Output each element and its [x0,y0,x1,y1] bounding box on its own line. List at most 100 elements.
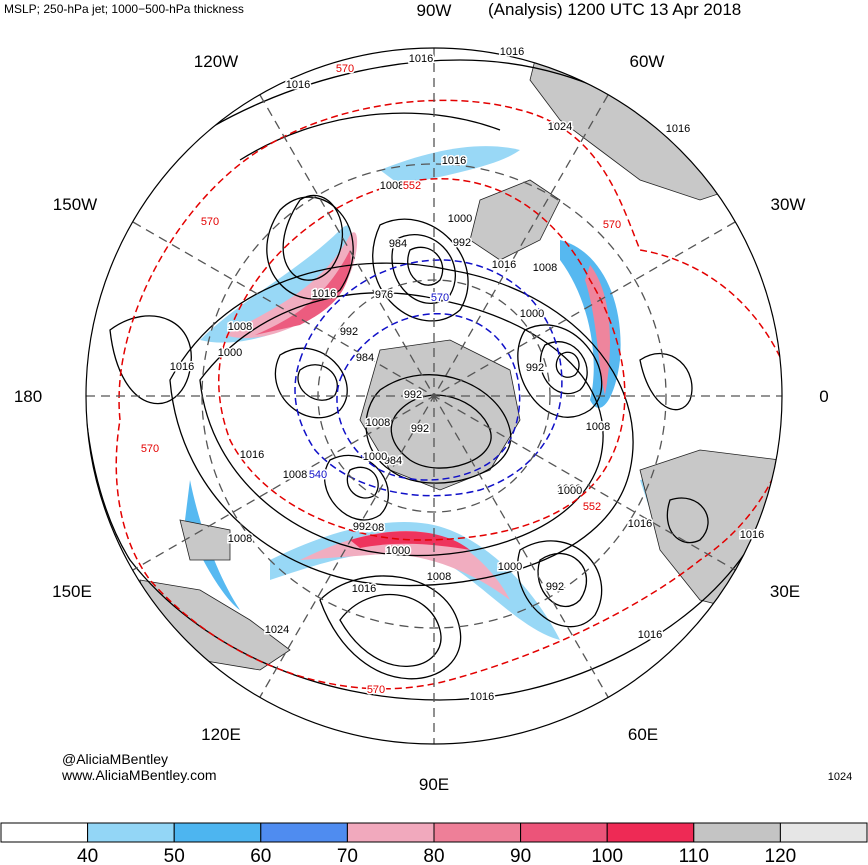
mslp-value-label: 1008 [228,533,252,545]
thickness-labels: 570 570 570 570 570 552 552 540 570 [139,62,622,698]
thickness-value-label: 570 [603,219,621,231]
thickness-value-label: 570 [431,292,449,304]
thickness-value-label: 570 [201,216,219,228]
longitude-label: 60E [628,725,658,744]
mslp-value-label: 1008 [283,469,307,481]
isobar [555,351,580,378]
meridian-150w-30e [132,221,736,571]
thickness-540 [294,259,563,497]
longitude-label: 90W [417,1,452,20]
mslp-value-label: 976 [375,289,393,301]
mslp-value-label: 1016 [170,361,194,373]
credit-website: www.AliciaMBentley.com [62,767,217,783]
isobar [324,454,390,521]
isobar [199,292,604,557]
isobar [282,194,344,281]
thickness-value-label: 552 [403,180,421,192]
jet-streak-east [560,240,621,408]
isobar [297,364,338,401]
mslp-value-label: 1024 [265,624,289,636]
isobar [539,341,588,395]
latitude-circle [201,163,667,629]
colorbar-swatch [779,822,868,843]
mslp-value-label: 992 [353,521,371,533]
mslp-value-label: 992 [546,581,564,593]
mslp-value-label: 1008 [360,522,384,534]
longitude-label: 180 [14,387,42,406]
longitude-labels: 90W 60W 30W 0 30E 60E 90E 120E 150E 180 150W 120W [14,1,829,794]
isobar [517,540,603,628]
mslp-value-label: 1016 [286,79,310,91]
isobar [274,347,348,419]
thickness-value-label: 540 [309,469,327,481]
mslp-value-label: 1008 [586,421,610,433]
mslp-value-label: 1000 [386,545,410,557]
colorbar-tick-label: 120 [765,846,797,865]
colorbar-swatch [87,822,175,843]
thickness-552 [218,178,626,541]
isobar [391,234,456,304]
mslp-value-label: 1000 [363,451,387,463]
colorbar-swatch [260,822,348,843]
colorbar-swatch [173,822,262,843]
isobar [407,246,444,286]
mslp-value-label: 984 [384,455,402,467]
mslp-value-label: 1016 [240,449,264,461]
longitude-label: 30W [771,195,806,214]
map-title: (Analysis) 1200 UTC 13 Apr 2018 [488,0,742,19]
land-central [359,339,521,491]
longitude-label: 90E [419,775,449,794]
mslp-value-label: 1008 [366,417,390,429]
mslp-value-label: 1016 [740,529,764,541]
colorbar-tick-label: 100 [591,846,623,865]
thickness-value-label: 570 [367,684,385,696]
isobar [169,262,634,587]
longitude-label: 150W [53,195,97,214]
jet-streak-north [380,146,520,185]
mslp-value-label: 1000 [498,561,522,573]
land-arctic-islands [469,179,561,261]
mslp-value-label: 1016 [470,691,494,703]
map-subtitle: MSLP; 250-hPa jet; 1000−500-hPa thicknes… [4,2,244,16]
thickness-value-label: 570 [141,443,159,455]
jet-core-west-inner [255,250,351,335]
isobar [666,497,709,544]
colorbar-tick-label: 40 [77,846,98,865]
mslp-value-label: 992 [526,362,544,374]
colorbar-tick-label: 80 [423,846,444,865]
mslp-value-label: 1016 [492,259,516,271]
mslp-value-label: 992 [411,423,429,435]
jet-core-south-inner [350,531,470,550]
thickness-value-label: 552 [583,501,601,513]
mslp-value-label: 1008 [533,262,557,274]
longitude-label: 0 [819,387,828,406]
mslp-value-label: 1000 [448,213,472,225]
longitude-label: 120W [194,52,238,71]
mslp-value-label: 1000 [557,483,581,495]
mslp-value-label: 992 [404,389,422,401]
mslp-value-label: 1016 [628,518,652,530]
thickness-contours [115,99,782,690]
colorbar-tick-label: 60 [250,846,271,865]
colorbar-swatch [693,822,781,843]
isobar [517,324,603,418]
mslp-value-label: 1016 [500,46,524,58]
mslp-value-label: 1016 [666,123,690,135]
isobar [537,553,587,607]
mslp-value-label: 1000 [520,308,544,320]
colorbar-swatch [433,822,522,843]
mslp-isobars [86,59,782,701]
mslp-value-label: 1016 [312,288,336,300]
mslp-value-label: 1016 [409,53,433,65]
colorbar-swatch [520,822,608,843]
wind-speed-colorbar [0,822,868,843]
colorbar-tick-label: 90 [510,846,531,865]
colorbar-swatch [606,822,695,843]
isobar [109,315,192,405]
colorbar-swatch [346,822,435,843]
longitude-label: 60W [630,52,665,71]
mslp-value-label: 984 [389,238,407,250]
colorbar-tick-label: 70 [337,846,358,865]
